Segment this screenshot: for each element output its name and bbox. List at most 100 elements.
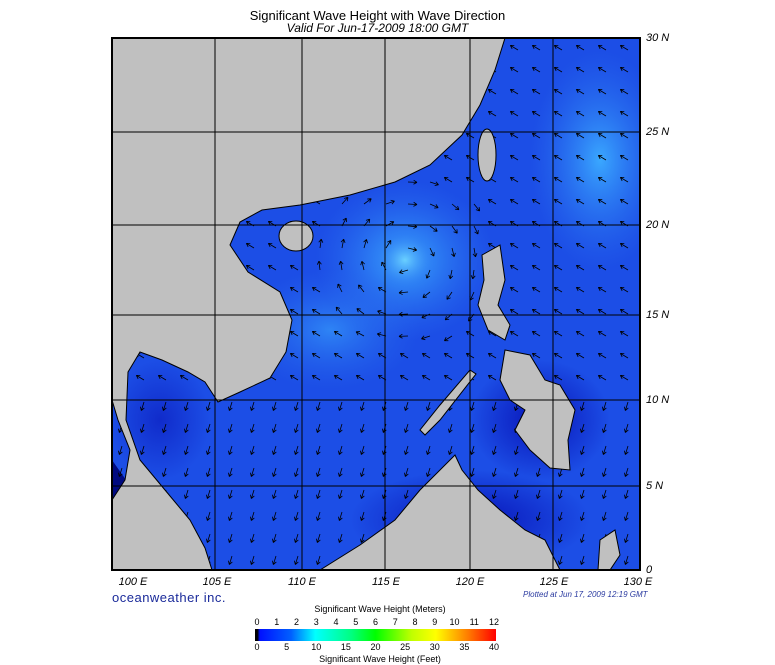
wave-arrow [597, 286, 607, 293]
wave-arrow [403, 489, 409, 499]
wave-arrow [597, 176, 607, 183]
wave-arrow [623, 445, 629, 455]
wave-arrow [531, 264, 541, 271]
wave-arrow [597, 352, 607, 359]
colorbar-tick: 9 [432, 617, 438, 627]
wave-arrow [183, 423, 189, 433]
wave-arrow [293, 511, 299, 521]
wave-arrow [509, 264, 519, 271]
lon-label: 120 E [455, 576, 485, 588]
wave-arrow [601, 467, 607, 477]
wave-arrow [337, 401, 343, 411]
wave-arrow [289, 264, 299, 271]
wave-arrow [139, 401, 145, 411]
wave-arrow [469, 467, 475, 477]
wave-arrow [293, 533, 299, 543]
wave-arrow [425, 445, 431, 455]
wave-arrow [619, 198, 629, 205]
wave-arrow [227, 511, 233, 521]
wave-arrow [359, 511, 365, 521]
wave-arrow [509, 132, 519, 139]
lat-label: 5 N [646, 480, 664, 492]
land-mainland-asia [112, 38, 506, 570]
wave-arrow [289, 308, 299, 315]
wave-arrow [491, 401, 497, 411]
wave-arrow [553, 242, 563, 249]
wave-arrow [509, 242, 519, 249]
wave-arrow [553, 352, 563, 359]
colorbar-tick: 11 [469, 617, 479, 627]
wave-arrow [333, 374, 343, 381]
wave-arrow [359, 533, 365, 543]
wave-arrow [205, 511, 211, 521]
wave-arrow [487, 110, 497, 117]
wave-arrow [509, 176, 519, 183]
wave-arrow [531, 66, 541, 73]
wave-arrow [473, 203, 481, 212]
wave-arrow [337, 445, 343, 455]
wave-arrow [443, 352, 453, 359]
wave-arrow [491, 489, 497, 499]
wave-arrow [553, 66, 563, 73]
wave-arrow [557, 555, 563, 565]
wave-arrow [531, 176, 541, 183]
wave-arrow [358, 284, 365, 293]
wave-arrow [553, 330, 563, 337]
wave-arrow [337, 423, 343, 433]
wave-arrow [385, 240, 392, 249]
wave-arrow [249, 423, 255, 433]
wave-arrow [579, 401, 585, 411]
colorbar-tick: 10 [449, 617, 460, 627]
wave-arrow [509, 110, 519, 117]
wave-arrow [443, 335, 453, 342]
wave-arrow [429, 203, 439, 209]
wave-arrow [398, 290, 409, 295]
wave-arrow [315, 489, 321, 499]
wave-arrow [335, 306, 343, 315]
wave-arrow [443, 176, 453, 183]
wave-arrow [363, 198, 372, 205]
wave-arrow [487, 242, 497, 249]
wave-arrow [470, 269, 476, 280]
colorbar-tick: 1 [274, 617, 280, 627]
wave-arrow [619, 44, 629, 51]
wave-arrow [205, 401, 211, 411]
wave-arrow [531, 286, 541, 293]
wave-arrow [315, 467, 321, 477]
wave-arrow [447, 445, 453, 455]
lat-label: 30 N [646, 32, 670, 44]
wave-arrow [553, 44, 563, 51]
land-taiwan [477, 128, 497, 182]
wave-arrow [579, 511, 585, 521]
wave-arrow [338, 260, 344, 271]
colorbar-tick: 0 [254, 617, 260, 627]
wave-arrow [205, 533, 211, 543]
wave-arrow [425, 401, 431, 411]
wave-arrow [487, 374, 497, 381]
brand-logo: oceanweather inc. [112, 590, 227, 605]
wave-arrow [575, 154, 585, 161]
wave-arrow [425, 467, 431, 477]
wave-arrow [245, 242, 255, 249]
lat-label: 0 [646, 564, 653, 576]
wave-arrow [509, 286, 519, 293]
wave-arrow [289, 286, 299, 293]
wave-arrow [249, 511, 255, 521]
wave-arrow [575, 66, 585, 73]
wave-arrow [597, 110, 607, 117]
wave-arrow [399, 269, 409, 274]
wave-arrow [619, 330, 629, 337]
wave-arrow [205, 489, 211, 499]
wave-arrow [597, 308, 607, 315]
wave-arrow [597, 374, 607, 381]
wave-arrow [451, 247, 456, 258]
wave-arrow [139, 423, 145, 433]
wave-arrow [311, 374, 321, 381]
wave-arrow [289, 374, 299, 381]
wave-arrow [315, 533, 321, 543]
land-borneo [319, 454, 561, 570]
wave-arrow [575, 198, 585, 205]
wave-arrow [575, 242, 585, 249]
wave-arrow [579, 445, 585, 455]
